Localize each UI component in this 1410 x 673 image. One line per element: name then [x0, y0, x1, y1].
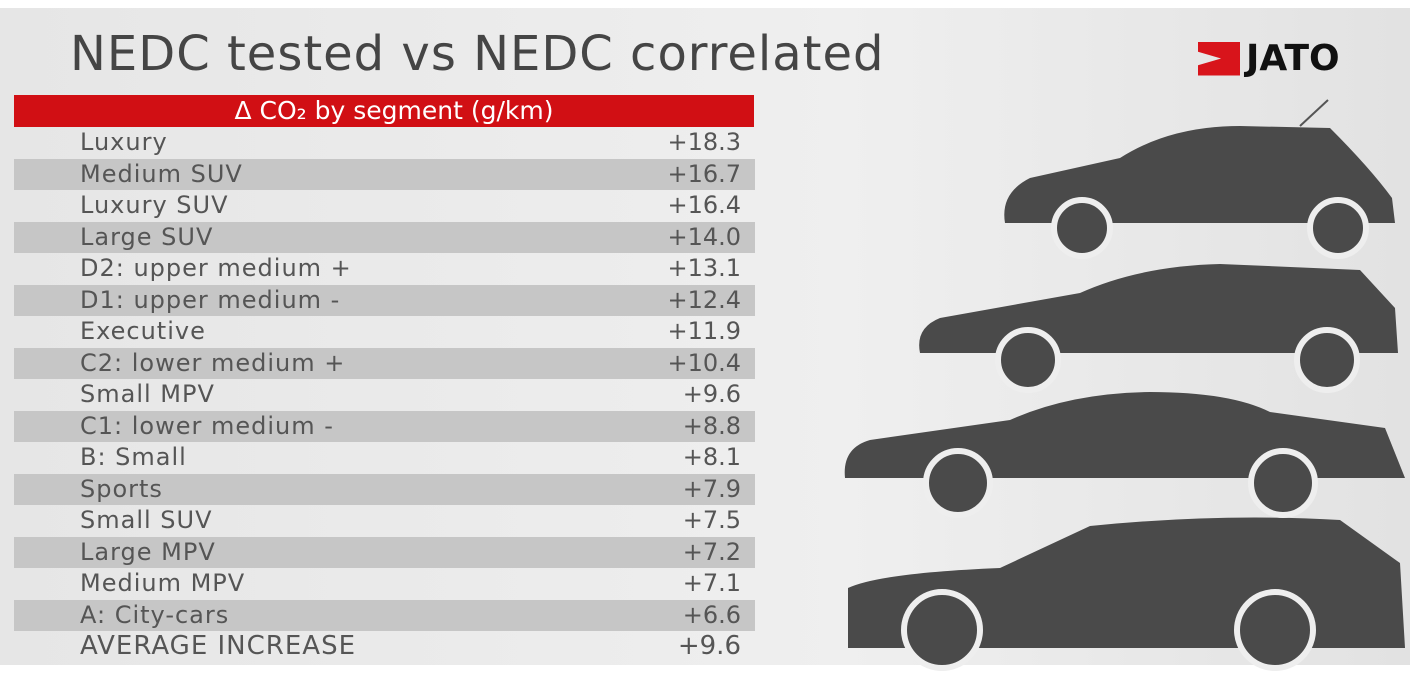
segment-label: D2: upper medium +: [80, 254, 352, 282]
segment-label: B: Small: [80, 443, 187, 471]
co2-delta: +6.6: [682, 600, 741, 629]
car-suv: [848, 517, 1405, 648]
co2-delta: +8.8: [682, 411, 741, 440]
table-row: C2: lower medium + +10.4: [14, 347, 755, 379]
table-row: D1: upper medium - +12.4: [14, 284, 755, 316]
table-row: AVERAGE INCREASE +9.6: [14, 631, 755, 663]
car-hatch: [1004, 99, 1395, 223]
table-row: Executive +11.9: [14, 316, 755, 348]
co2-delta: +18.3: [667, 128, 741, 156]
co2-delta: +9.6: [677, 631, 741, 661]
table-row: D2: upper medium + +13.1: [14, 253, 755, 285]
table-row: Large SUV +14.0: [14, 221, 755, 253]
segment-label: Large SUV: [80, 222, 214, 251]
co2-delta: +7.1: [682, 569, 741, 597]
co2-delta: +16.4: [667, 191, 741, 219]
segment-label: Medium SUV: [80, 159, 243, 188]
segment-label: Luxury: [80, 128, 168, 156]
table-row: Luxury SUV +16.4: [14, 190, 755, 222]
table-row: Sports +7.9: [14, 473, 755, 505]
car-compact: [919, 264, 1398, 353]
table-row: C1: lower medium - +8.8: [14, 410, 755, 442]
table-row: Medium MPV +7.1: [14, 568, 755, 600]
co2-delta: +14.0: [667, 222, 741, 251]
segment-label: Medium MPV: [80, 569, 246, 597]
segment-label: C1: lower medium -: [80, 411, 334, 440]
segment-label: Small MPV: [80, 380, 215, 408]
title: NEDC tested vs NEDC correlated: [70, 26, 885, 82]
co2-delta: +7.5: [682, 506, 741, 534]
segment-label: C2: lower medium +: [80, 348, 346, 377]
logo-icon: [1198, 41, 1240, 76]
segment-label: Small SUV: [80, 506, 213, 534]
co2-delta: +10.4: [667, 348, 741, 377]
table-row: B: Small +8.1: [14, 442, 755, 474]
co2-delta: +13.1: [667, 254, 741, 282]
segment-label: Executive: [80, 317, 206, 345]
logo-text: JATO: [1246, 38, 1340, 79]
co2-delta: +8.1: [682, 443, 741, 471]
table-row: Large MPV +7.2: [14, 536, 755, 568]
segment-label: A: City-cars: [80, 600, 230, 629]
segment-label: Sports: [80, 474, 163, 503]
co2-delta: +7.9: [682, 474, 741, 503]
wheels: [901, 197, 1369, 671]
table-row: Small SUV +7.5: [14, 505, 755, 537]
segment-label: Large MPV: [80, 537, 216, 566]
co2-delta: +7.2: [682, 537, 741, 566]
segment-label: AVERAGE INCREASE: [80, 631, 356, 661]
table-row: A: City-cars +6.6: [14, 599, 755, 631]
table-heading: Δ CO₂ by segment (g/km): [14, 95, 754, 127]
segment-label: Luxury SUV: [80, 191, 229, 219]
table-row: Small MPV +9.6: [14, 379, 755, 411]
car-sedan: [844, 392, 1405, 478]
table-row: Medium SUV +16.7: [14, 158, 755, 190]
co2-delta: +12.4: [667, 285, 741, 314]
logo: JATO: [1198, 38, 1340, 79]
co2-delta: +9.6: [682, 380, 741, 408]
co2-delta: +11.9: [667, 317, 741, 345]
segment-label: D1: upper medium -: [80, 285, 341, 314]
co2-delta: +16.7: [667, 159, 741, 188]
table-row: Luxury +18.3: [14, 127, 755, 159]
